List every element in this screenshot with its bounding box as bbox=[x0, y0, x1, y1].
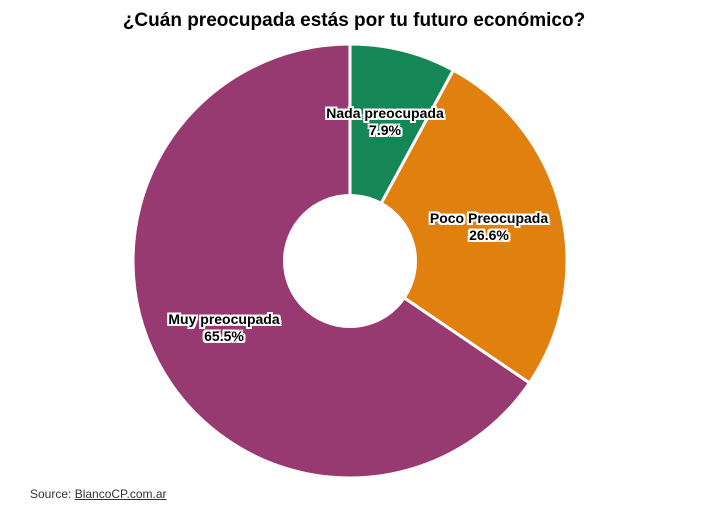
source-line: Source: BlancoCP.com.ar bbox=[30, 487, 167, 501]
donut-hole bbox=[283, 194, 417, 328]
chart-title: ¿Cuán preocupada estás por tu futuro eco… bbox=[122, 10, 586, 31]
source-link[interactable]: BlancoCP.com.ar bbox=[74, 487, 167, 501]
pie-slice-2 bbox=[348, 68, 569, 385]
source-prefix: Source: bbox=[30, 487, 75, 501]
